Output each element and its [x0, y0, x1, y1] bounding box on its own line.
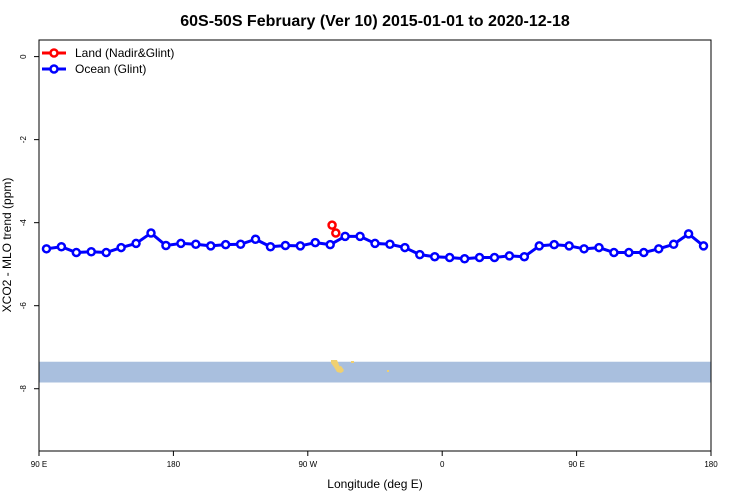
map-ocean-band: [39, 361, 711, 383]
y-tick-label: -8: [19, 385, 28, 393]
data-point: [56, 241, 67, 252]
legend: Land (Nadir&Glint) Ocean (Glint): [42, 46, 174, 76]
y-axis: 0 -2 -4 -6 -8: [19, 54, 39, 392]
data-point: [683, 229, 694, 239]
x-axis-label: Longitude (deg E): [327, 477, 422, 491]
data-point: [146, 228, 156, 238]
map-land-patches: [331, 360, 389, 373]
data-point: [295, 241, 306, 251]
x-tick-label: 90 E: [568, 460, 584, 469]
data-point: [564, 241, 574, 251]
data-point: [116, 242, 126, 253]
data-point: [325, 239, 335, 250]
data-point: [327, 220, 337, 230]
data-point: [400, 242, 410, 253]
data-point: [504, 251, 515, 261]
data-point: [161, 240, 171, 251]
data-point: [355, 231, 365, 242]
legend-label: Ocean (Glint): [75, 62, 146, 76]
y-tick-label: -6: [19, 302, 28, 310]
data-point: [265, 241, 276, 252]
data-point: [609, 247, 619, 258]
y-tick-label: -4: [19, 219, 28, 227]
data-point: [41, 244, 52, 254]
data-point: [131, 238, 141, 249]
data-point: [101, 247, 111, 258]
plot-frame: [38, 39, 712, 452]
data-point: [474, 252, 485, 263]
data-point: [331, 228, 341, 238]
land-patch: [351, 361, 354, 363]
data-point: [668, 239, 679, 250]
data-point: [594, 242, 604, 253]
data-point: [235, 239, 246, 250]
series-layer: [41, 220, 709, 264]
data-point: [385, 239, 395, 250]
data-point: [280, 240, 291, 251]
legend-marker: [49, 64, 59, 74]
data-point: [176, 238, 186, 249]
data-point: [429, 251, 440, 262]
data-point: [310, 237, 321, 248]
data-point: [489, 252, 500, 263]
data-point: [698, 241, 709, 251]
x-tick-label: 90 E: [31, 460, 47, 469]
x-tick-label: 90 W: [298, 460, 317, 469]
legend-label: Land (Nadir&Glint): [75, 46, 174, 60]
map-strip: [39, 360, 711, 383]
data-point: [534, 241, 545, 251]
data-point: [250, 234, 261, 245]
data-point: [624, 247, 634, 258]
data-point: [220, 239, 231, 250]
data-point: [340, 231, 350, 242]
x-tick-label: 180: [704, 460, 718, 469]
data-point: [86, 246, 97, 257]
data-point: [191, 239, 201, 250]
x-axis: 90 E 180 90 W 0 90 E 180: [31, 451, 718, 469]
legend-marker: [49, 48, 59, 58]
land-patch: [336, 366, 344, 372]
data-point: [579, 244, 589, 254]
x-tick-label: 0: [440, 460, 445, 469]
data-point: [549, 239, 559, 250]
data-point: [370, 238, 380, 249]
data-point: [653, 244, 664, 254]
y-tick-label: 0: [19, 54, 28, 59]
data-point: [71, 247, 82, 258]
land-patch: [387, 370, 389, 372]
series-2: [41, 228, 709, 264]
y-tick-label: -2: [19, 136, 28, 144]
chart-title: 60S-50S February (Ver 10) 2015-01-01 to …: [180, 13, 570, 30]
data-point: [519, 251, 530, 262]
x-tick-label: 180: [167, 460, 181, 469]
data-point: [444, 252, 455, 263]
y-axis-label: XCO2 - MLO trend (ppm): [0, 178, 14, 313]
data-point: [205, 241, 216, 251]
data-point: [415, 249, 425, 260]
data-point: [639, 247, 649, 258]
series-1: [327, 220, 341, 238]
data-point: [459, 254, 470, 264]
